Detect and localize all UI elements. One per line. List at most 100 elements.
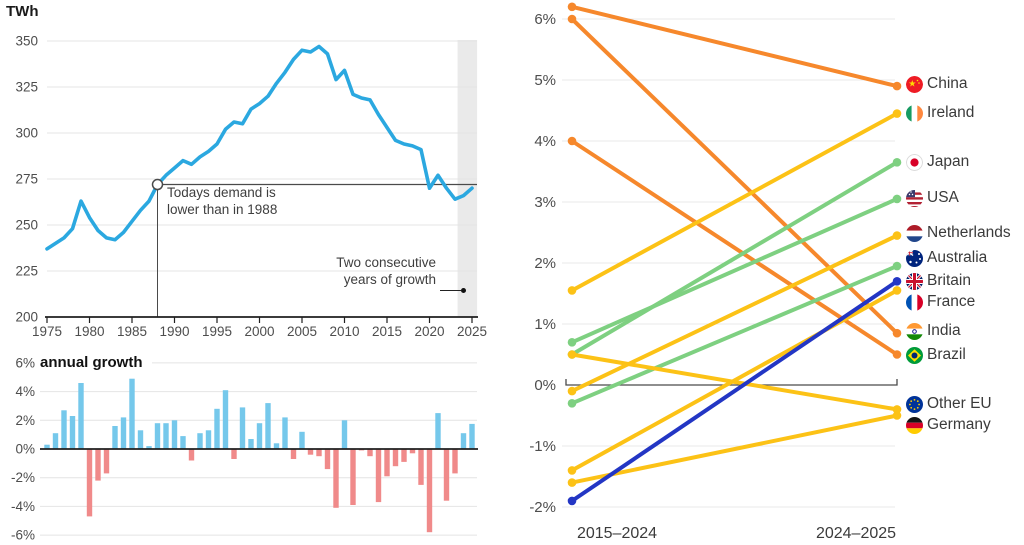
country-label-japan: Japan: [927, 153, 970, 170]
tick-label: 2015–2024: [577, 525, 657, 542]
growth-bar-2005: [299, 431, 305, 449]
growth-bar-2014: [375, 449, 382, 503]
country-row-japan: Japan: [906, 153, 969, 171]
growth-bar-1980: [86, 449, 93, 517]
tick-label: 2015: [372, 324, 402, 339]
slope-end-dot-brazil: [892, 350, 902, 359]
marker-1988: [151, 178, 164, 191]
growth-bar-2018: [409, 449, 416, 454]
india-flag-icon: [906, 322, 923, 340]
tick-label: -4%: [11, 499, 35, 514]
tick-label: 1995: [202, 324, 232, 339]
growth-bar-1994: [205, 430, 212, 449]
tick-label: 2025: [457, 324, 487, 339]
netherlands-flag-icon: [906, 224, 923, 242]
growth-bar-1986: [137, 430, 144, 449]
growth-bar-2024: [460, 433, 467, 449]
tick-label: 225: [15, 264, 38, 279]
country-label-brazil: Brazil: [927, 346, 966, 363]
tick-label: 2%: [534, 255, 556, 272]
growth-bar-2016: [392, 449, 399, 467]
country-label-other-eu: Other EU: [927, 395, 992, 412]
growth-bar-1996: [222, 390, 229, 449]
growth-bar-1989: [163, 423, 169, 449]
tick-label: 0%: [15, 442, 35, 457]
japan-flag-icon: [906, 153, 923, 171]
tick-label: 200: [15, 310, 38, 325]
demand-line: [45, 44, 474, 251]
slope-start-dot-china: [567, 2, 577, 12]
tick-label: 1985: [117, 324, 147, 339]
ireland-flag-icon: [906, 104, 923, 122]
tick-label: 6%: [15, 355, 35, 370]
tick-label: 250: [15, 218, 38, 233]
growth-bar-2011: [350, 449, 356, 505]
growth-bar-2013: [367, 449, 373, 457]
slope-line-india: [570, 17, 899, 336]
tick-label: 4%: [15, 384, 35, 399]
growth-bar-2019: [418, 449, 424, 485]
growth-bar-1979: [78, 383, 84, 449]
growth-bar-1999: [248, 439, 254, 449]
country-label-china: China: [927, 75, 968, 92]
slope-end-dot-ireland: [892, 109, 902, 118]
slope-end-dot-netherlands: [892, 231, 902, 240]
annotation-1988-line2: lower than in 1988: [167, 201, 278, 217]
demand-chart-unit-label: TWh: [6, 3, 39, 20]
slope-line-australia: [570, 264, 899, 406]
country-row-germany: Germany: [906, 416, 991, 434]
growth-chart-title: annual growth: [40, 354, 143, 371]
tick-label: 2024–2025: [816, 525, 896, 542]
growth-bar-1995: [214, 408, 220, 449]
growth-bar-2025: [469, 423, 475, 449]
growth-bar-1983: [112, 426, 118, 449]
annotation-pointer-dot: [461, 288, 466, 293]
slope-line-other-eu: [570, 352, 899, 412]
slope-start-dot-ireland: [567, 286, 577, 295]
tick-label: 2020: [414, 324, 444, 339]
growth-bar-2010: [341, 420, 348, 449]
country-label-ireland: Ireland: [927, 104, 975, 121]
growth-bar-2022: [443, 449, 450, 501]
country-label-usa: USA: [927, 189, 959, 206]
growth-bar-1993: [197, 433, 203, 449]
annotation-pointer-line: [440, 290, 461, 291]
slope-end-dot-australia: [892, 261, 902, 271]
tick-label: 5%: [534, 72, 556, 89]
country-row-brazil: Brazil: [906, 346, 966, 364]
growth-bar-1985: [129, 378, 135, 449]
slope-start-dot-other-eu: [567, 350, 577, 359]
tick-label: -2%: [529, 499, 556, 516]
tick-label: 4%: [534, 133, 556, 150]
growth-bar-2017: [401, 449, 407, 462]
tick-label: 350: [15, 34, 38, 49]
slope-line-china: [570, 4, 899, 89]
slope-line-usa: [570, 196, 899, 345]
growth-bar-1975: [44, 444, 50, 449]
slope-end-dot-japan: [892, 158, 902, 167]
annotation-growth: Two consecutive years of growth: [300, 255, 436, 288]
country-row-india: India: [906, 322, 961, 340]
growth-bar-2000: [256, 423, 263, 449]
tick-label: 275: [15, 172, 38, 187]
growth-bar-1981: [95, 449, 101, 481]
zero-baseline: [565, 379, 898, 386]
tick-label: 0%: [534, 377, 556, 394]
usa-flag-icon: [906, 189, 923, 207]
country-row-france: France: [906, 293, 975, 311]
slope-start-dot-france: [567, 466, 577, 475]
country-label-india: India: [927, 322, 961, 339]
country-row-china: ★ China: [906, 75, 968, 93]
tick-label: 325: [15, 80, 38, 95]
growth-bar-2021: [435, 413, 441, 449]
france-flag-icon: [906, 293, 923, 311]
tick-label: 6%: [534, 11, 556, 28]
growth-bar-1997: [231, 449, 237, 459]
country-row-britain: Britain: [906, 272, 971, 290]
slope-end-dot-germany: [892, 411, 902, 420]
slope-line-ireland: [570, 111, 899, 293]
tick-label: 2%: [15, 413, 35, 428]
country-label-france: France: [927, 293, 976, 310]
growth-bar-2023: [452, 449, 458, 474]
